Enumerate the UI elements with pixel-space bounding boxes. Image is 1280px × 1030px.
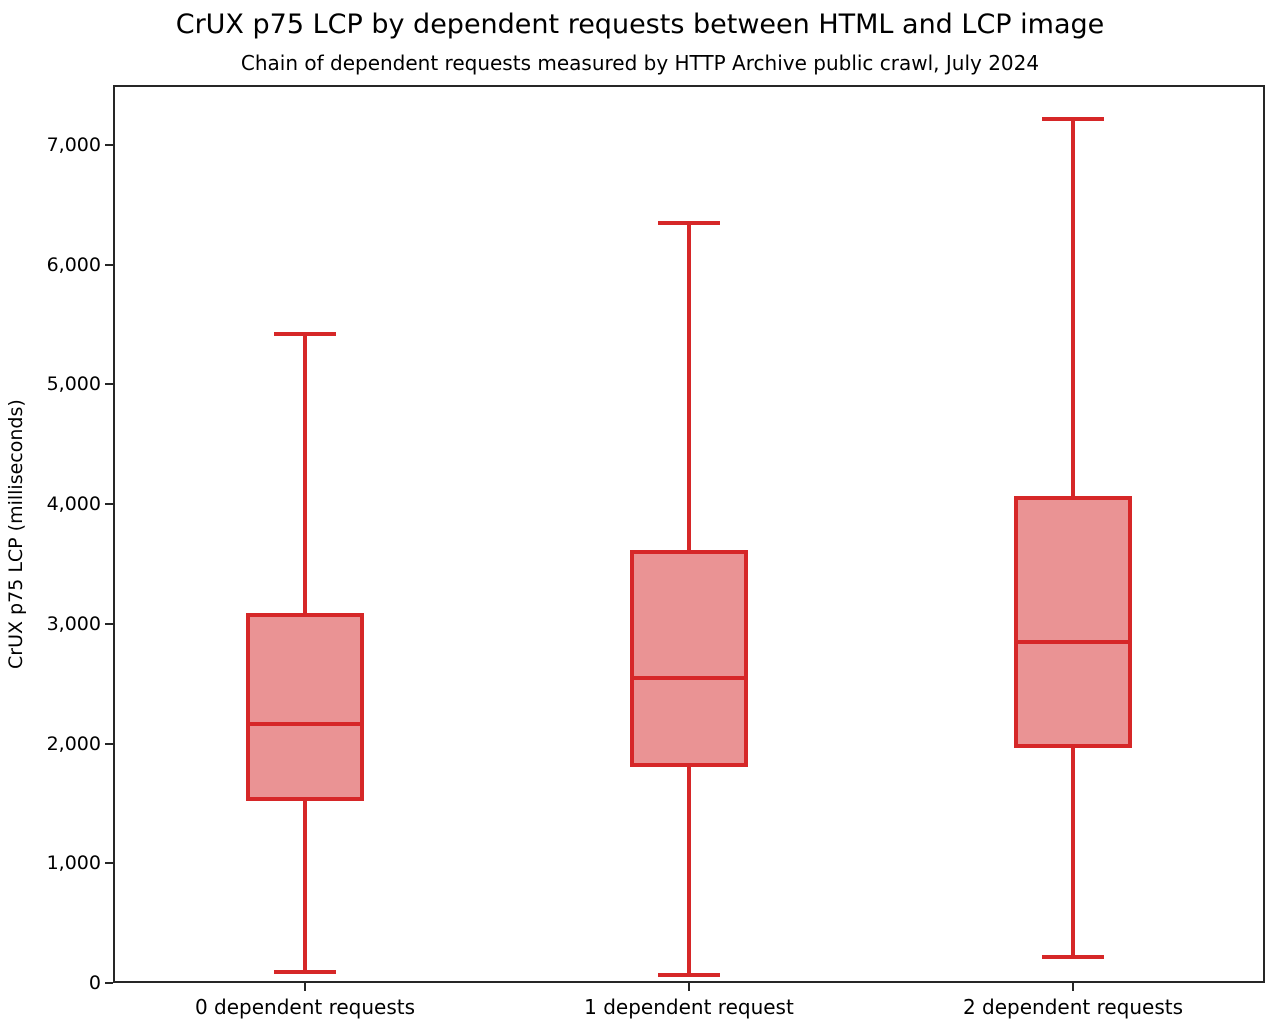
iqr-box [630,549,748,768]
y-tick-mark [105,263,113,266]
x-tick-mark [304,983,306,991]
y-tick-mark [105,622,113,625]
y-tick-label: 1,000 [46,852,101,875]
y-tick-mark [105,982,113,984]
y-tick-mark [105,742,113,745]
x-tick-mark [1072,983,1074,991]
iqr-box [1014,495,1132,749]
upper-whisker-cap [274,332,336,337]
x-tick-mark [688,983,690,991]
y-tick-mark [105,143,113,146]
lower-whisker-cap [1042,954,1104,959]
x-tick-label: 2 dependent requests [962,995,1184,1019]
x-tick-label: 1 dependent request [584,995,794,1019]
x-tick-label: 0 dependent requests [194,995,416,1019]
lower-whisker-cap [658,972,720,977]
y-tick-label: 3,000 [46,612,101,635]
y-tick-mark [105,862,113,865]
median-line [1014,639,1132,644]
median-line [630,675,748,680]
iqr-box [246,613,364,801]
y-tick-label: 4,000 [46,493,101,516]
upper-whisker-line [1071,118,1075,496]
y-tick-mark [105,383,113,386]
median-line [246,722,364,727]
lower-whisker-line [303,801,307,973]
y-tick-mark [105,503,113,506]
lower-whisker-line [687,767,691,975]
lower-whisker-line [1071,748,1075,957]
lower-whisker-cap [274,970,336,975]
y-tick-label: 6,000 [46,253,101,276]
upper-whisker-cap [1042,116,1104,121]
y-tick-label: 5,000 [46,373,101,396]
y-tick-label: 0 [88,972,101,994]
upper-whisker-cap [658,220,720,225]
y-tick-label: 2,000 [46,732,101,755]
y-axis-label: CrUX p75 LCP (milliseconds) [5,399,27,669]
chart-subtitle: Chain of dependent requests measured by … [240,51,1040,75]
y-tick-label: 7,000 [46,133,101,156]
upper-whisker-line [687,222,691,550]
chart-title: CrUX p75 LCP by dependent requests betwe… [175,9,1105,40]
upper-whisker-line [303,334,307,613]
